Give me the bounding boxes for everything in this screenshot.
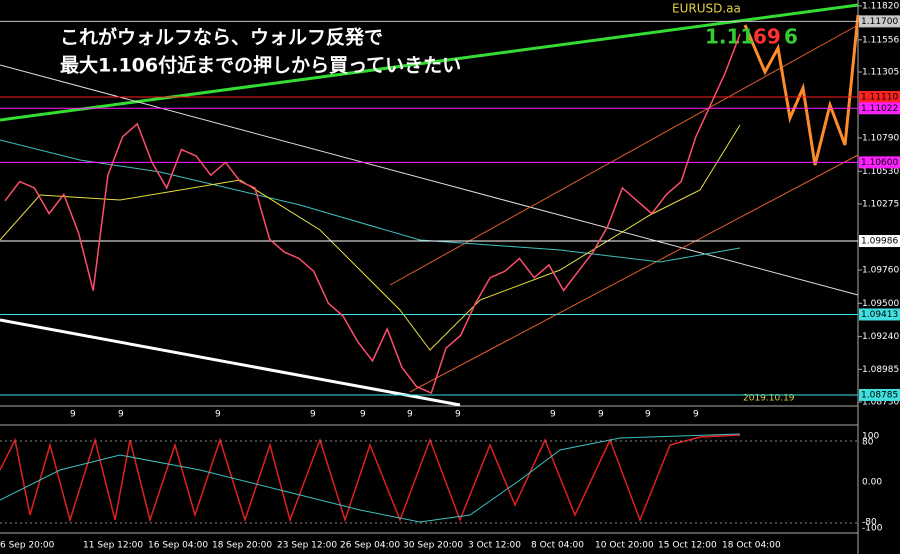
- y-tick-label: 1.08730: [862, 398, 899, 408]
- price-label-box: [859, 308, 900, 321]
- trend-line: [0, 64, 859, 296]
- target-text: 69: [753, 25, 781, 49]
- osc-label: -80: [862, 518, 877, 528]
- price-label: 1.10600: [861, 158, 898, 168]
- period-mark: 9: [550, 410, 556, 420]
- x-tick-label: 15 Oct 12:00: [658, 541, 717, 551]
- x-tick-label: 3 Oct 12:00: [468, 541, 521, 551]
- price-label: 1.08785: [861, 390, 898, 400]
- oscillator-line: [0, 433, 741, 523]
- target-text: 1.11: [705, 25, 754, 49]
- x-tick-label: 26 Sep 04:00: [340, 541, 400, 551]
- price-label: 1.11022: [861, 104, 898, 114]
- period-mark: 9: [215, 410, 221, 420]
- y-tick-label: 1.10275: [862, 200, 899, 210]
- channel-line: [409, 154, 859, 393]
- y-tick-label: 1.11820: [862, 2, 899, 12]
- price-label: 1.09986: [861, 237, 898, 247]
- price-label-box: [859, 15, 900, 28]
- y-tick-label: 1.11305: [862, 68, 899, 78]
- period-mark: 9: [310, 410, 316, 420]
- price-label: 1.09413: [861, 310, 898, 320]
- y-tick-label: 1.08985: [862, 365, 899, 375]
- period-mark: 9: [645, 410, 651, 420]
- x-tick-label: 11 Sep 12:00: [83, 541, 143, 551]
- y-tick-label: 1.10530: [862, 167, 899, 177]
- osc-label: 80: [862, 438, 874, 448]
- period-mark: 9: [455, 410, 461, 420]
- osc-label: 0.00: [862, 478, 882, 488]
- moving-average: [0, 124, 741, 351]
- period-mark: 9: [407, 410, 413, 420]
- annotation: これがウォルフなら、ウォルフ反発で: [60, 26, 383, 49]
- price-label-box: [859, 388, 900, 401]
- price-label-box: [859, 235, 900, 248]
- period-mark: 9: [70, 410, 76, 420]
- x-tick-label: 6 Sep 20:00: [0, 541, 55, 551]
- oscillator-line: [0, 434, 741, 523]
- x-tick-label: 18 Oct 04:00: [722, 541, 781, 551]
- x-tick-label: 30 Sep 20:00: [403, 541, 463, 551]
- date-stamp: 2019.10.19: [743, 394, 795, 404]
- price-label-box: [859, 102, 900, 115]
- x-tick-label: 18 Sep 20:00: [212, 541, 272, 551]
- y-tick-label: 1.10790: [862, 134, 899, 144]
- osc-label: 100: [862, 432, 879, 442]
- osc-label: -100: [862, 524, 883, 534]
- price-label-box: [859, 90, 900, 103]
- price-label-box: [859, 156, 900, 169]
- x-tick-label: 23 Sep 12:00: [277, 541, 337, 551]
- x-tick-label: 8 Oct 04:00: [531, 541, 584, 551]
- price-line: [4, 33, 741, 395]
- x-tick-label: 16 Sep 04:00: [148, 541, 208, 551]
- period-mark: 9: [118, 410, 124, 420]
- period-mark: 9: [598, 410, 604, 420]
- wolfe-line: [0, 3, 859, 122]
- price-label: 1.11110: [861, 92, 898, 102]
- y-tick-label: 1.11556: [862, 35, 899, 45]
- symbol: EURUSD.aa: [672, 2, 741, 16]
- y-tick-label: 1.09240: [862, 332, 899, 342]
- target-text: 6: [784, 25, 798, 49]
- trend-line: [0, 318, 461, 407]
- price-label: 1.11700: [861, 17, 898, 27]
- annotation: 最大1.106付近までの押しから買っていきたい: [60, 54, 461, 77]
- x-tick-label: 10 Oct 20:00: [595, 541, 654, 551]
- y-tick-label: 1.09500: [862, 299, 899, 309]
- period-mark: 9: [693, 410, 699, 420]
- period-mark: 9: [360, 410, 366, 420]
- forecast-path: [743, 14, 860, 166]
- y-tick-label: 1.09760: [862, 266, 899, 276]
